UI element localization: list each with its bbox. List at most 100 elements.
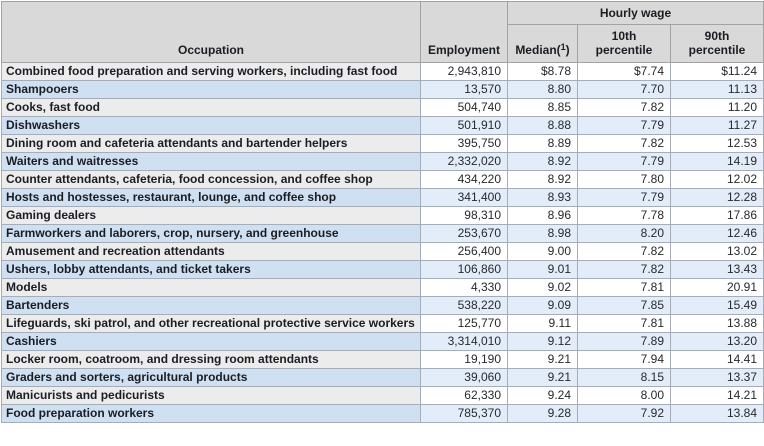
percentile-10-wage-cell: 8.20	[577, 224, 671, 243]
percentile-90-wage-cell: 13.88	[670, 314, 764, 333]
percentile-10-wage-cell: 7.82	[577, 134, 671, 153]
median-wage-cell: 8.93	[507, 188, 578, 207]
percentile-90-wage-cell: 17.86	[670, 206, 764, 225]
percentile-10-wage-cell: 7.92	[577, 404, 671, 423]
occupation-cell: Cooks, fast food	[1, 98, 421, 117]
percentile-10-wage-cell: 7.80	[577, 170, 671, 189]
median-wage-cell: 8.85	[507, 98, 578, 117]
employment-cell: 504,740	[420, 98, 508, 117]
percentile-10-wage-cell: 7.79	[577, 188, 671, 207]
percentile-90-wage-cell: 14.41	[670, 350, 764, 369]
table-header: Occupation Employment Hourly wage Median…	[1, 1, 764, 63]
median-wage-cell: $8.78	[507, 62, 578, 81]
employment-cell: 13,570	[420, 80, 508, 99]
table-row: Waiters and waitresses 2,332,020 8.92 7.…	[1, 152, 764, 171]
median-wage-cell: 8.98	[507, 224, 578, 243]
employment-cell: 39,060	[420, 368, 508, 387]
employment-cell: 125,770	[420, 314, 508, 333]
occupation-cell: Models	[1, 278, 421, 297]
median-wage-cell: 9.09	[507, 296, 578, 315]
occupation-cell: Graders and sorters, agricultural produc…	[1, 368, 421, 387]
median-wage-cell: 9.02	[507, 278, 578, 297]
percentile-90-wage-cell: 13.43	[670, 260, 764, 279]
table-row: Food preparation workers 785,370 9.28 7.…	[1, 404, 764, 423]
percentile-90-wage-cell: 12.28	[670, 188, 764, 207]
occupation-cell: Dining room and cafeteria attendants and…	[1, 134, 421, 153]
median-wage-cell: 9.28	[507, 404, 578, 423]
percentile-90-wage-cell: 13.84	[670, 404, 764, 423]
occupation-cell: Counter attendants, cafeteria, food conc…	[1, 170, 421, 189]
percentile-90-wage-cell: 13.37	[670, 368, 764, 387]
table-row: Amusement and recreation attendants 256,…	[1, 242, 764, 261]
median-wage-cell: 8.80	[507, 80, 578, 99]
table-row: Dining room and cafeteria attendants and…	[1, 134, 764, 153]
percentile-90-wage-cell: 20.91	[670, 278, 764, 297]
percentile-10-wage-cell: 7.94	[577, 350, 671, 369]
percentile-90-column-header: 90th percentile	[670, 24, 764, 63]
employment-cell: 106,860	[420, 260, 508, 279]
percentile-10-wage-cell: 7.79	[577, 116, 671, 135]
employment-cell: 98,310	[420, 206, 508, 225]
table-row: Bartenders 538,220 9.09 7.85 15.49	[1, 296, 764, 315]
table-row: Cashiers 3,314,010 9.12 7.89 13.20	[1, 332, 764, 351]
percentile-10-wage-cell: 7.82	[577, 98, 671, 117]
occupation-cell: Farmworkers and laborers, crop, nursery,…	[1, 224, 421, 243]
percentile-10-wage-cell: 7.70	[577, 80, 671, 99]
percentile-90-wage-cell: 11.13	[670, 80, 764, 99]
median-footnote-marker: 1	[560, 42, 566, 52]
table-row: Models 4,330 9.02 7.81 20.91	[1, 278, 764, 297]
occupation-cell: Ushers, lobby attendants, and ticket tak…	[1, 260, 421, 279]
percentile-10-wage-cell: 8.15	[577, 368, 671, 387]
employment-cell: 501,910	[420, 116, 508, 135]
median-wage-cell: 8.92	[507, 152, 578, 171]
table-row: Shampooers 13,570 8.80 7.70 11.13	[1, 80, 764, 99]
table-row: Locker room, coatroom, and dressing room…	[1, 350, 764, 369]
median-wage-cell: 9.21	[507, 350, 578, 369]
occupation-cell: Amusement and recreation attendants	[1, 242, 421, 261]
occupation-cell: Food preparation workers	[1, 404, 421, 423]
employment-cell: 395,750	[420, 134, 508, 153]
median-label: Median(	[515, 43, 561, 57]
percentile-10-label-line1: 10th	[611, 29, 637, 43]
occupation-cell: Bartenders	[1, 296, 421, 315]
employment-cell: 2,943,810	[420, 62, 508, 81]
percentile-90-wage-cell: 14.19	[670, 152, 764, 171]
median-wage-cell: 9.24	[507, 386, 578, 405]
percentile-10-wage-cell: $7.74	[577, 62, 671, 81]
median-wage-cell: 9.21	[507, 368, 578, 387]
occupation-cell: Locker room, coatroom, and dressing room…	[1, 350, 421, 369]
percentile-90-wage-cell: 15.49	[670, 296, 764, 315]
percentile-10-wage-cell: 7.81	[577, 314, 671, 333]
percentile-90-wage-cell: 14.21	[670, 386, 764, 405]
median-wage-cell: 8.88	[507, 116, 578, 135]
table-body: Combined food preparation and serving wo…	[1, 62, 764, 423]
table-row: Gaming dealers 98,310 8.96 7.78 17.86	[1, 206, 764, 225]
percentile-10-wage-cell: 8.00	[577, 386, 671, 405]
median-wage-cell: 8.89	[507, 134, 578, 153]
percentile-10-label-line2: percentile	[595, 43, 653, 57]
occupation-cell: Lifeguards, ski patrol, and other recrea…	[1, 314, 421, 333]
employment-cell: 19,190	[420, 350, 508, 369]
employment-cell: 62,330	[420, 386, 508, 405]
employment-cell: 785,370	[420, 404, 508, 423]
percentile-10-wage-cell: 7.82	[577, 260, 671, 279]
employment-cell: 256,400	[420, 242, 508, 261]
hourly-wage-group-header: Hourly wage	[507, 1, 764, 25]
median-wage-cell: 8.92	[507, 170, 578, 189]
median-wage-cell: 9.12	[507, 332, 578, 351]
table-row: Cooks, fast food 504,740 8.85 7.82 11.20	[1, 98, 764, 117]
occupation-wage-table: Occupation Employment Hourly wage Median…	[1, 1, 764, 423]
percentile-10-column-header: 10th percentile	[577, 24, 671, 63]
employment-cell: 341,400	[420, 188, 508, 207]
header-row-group: Occupation Employment Hourly wage	[1, 1, 764, 63]
percentile-90-wage-cell: 12.02	[670, 170, 764, 189]
occupation-cell: Shampooers	[1, 80, 421, 99]
percentile-10-wage-cell: 7.79	[577, 152, 671, 171]
percentile-90-wage-cell: $11.24	[670, 62, 764, 81]
employment-cell: 2,332,020	[420, 152, 508, 171]
occupation-cell: Combined food preparation and serving wo…	[1, 62, 421, 81]
employment-cell: 3,314,010	[420, 332, 508, 351]
percentile-90-wage-cell: 11.27	[670, 116, 764, 135]
median-wage-cell: 9.00	[507, 242, 578, 261]
occupation-cell: Hosts and hostesses, restaurant, lounge,…	[1, 188, 421, 207]
